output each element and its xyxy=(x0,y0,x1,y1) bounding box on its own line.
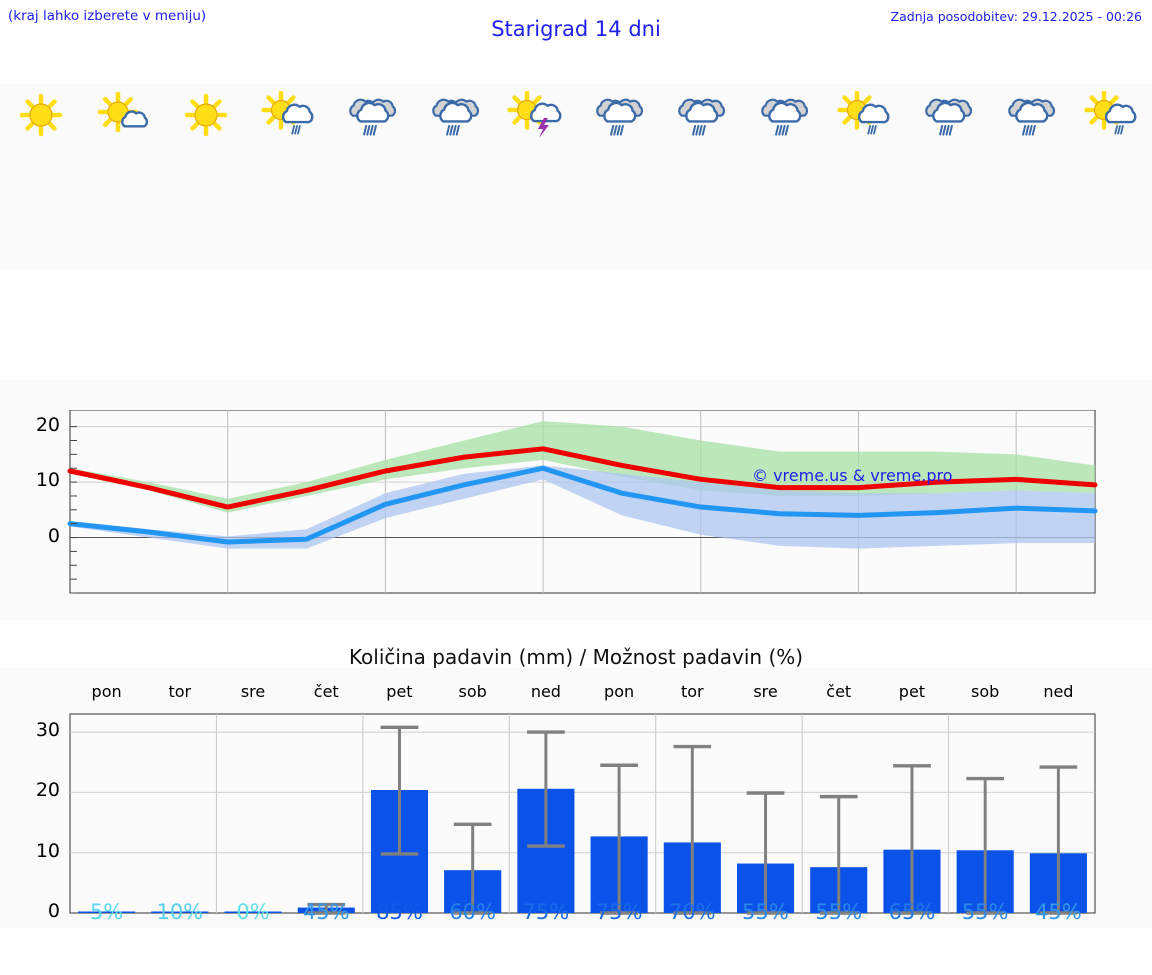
precipitation-probability-label: 75% xyxy=(595,900,643,924)
page-title: Starigrad 14 dni xyxy=(491,17,661,41)
precipitation-bar xyxy=(224,911,282,913)
sunny-icon xyxy=(10,90,72,142)
precipitation-day-label: pet xyxy=(898,682,926,701)
precipitation-probability-label: 55% xyxy=(815,900,863,924)
day-column[interactable] xyxy=(905,84,987,270)
precipitation-day-label: pet xyxy=(386,682,413,701)
rain-icon xyxy=(586,90,648,142)
precipitation-chart: pon tor sre čet pet sob ned pon tor sre čet pet sob n… xyxy=(0,668,1152,928)
temperature-y-tick-label: 10 xyxy=(35,469,60,492)
partly-cloudy-icon xyxy=(92,90,154,142)
rain-icon xyxy=(422,90,484,142)
sun-rain-icon xyxy=(1080,90,1142,142)
temperature-plot xyxy=(67,410,1098,594)
temperature-chart: 0 10 20 xyxy=(0,380,1152,620)
precipitation-day-label: tor xyxy=(680,682,704,701)
precipitation-day-label: ned xyxy=(530,682,561,701)
temperature-y-tick-label: 0 xyxy=(47,524,60,547)
sunny-icon xyxy=(175,90,237,142)
precipitation-plot xyxy=(69,713,1096,915)
temperature-y-tick-label: 20 xyxy=(35,413,60,436)
day-column[interactable] xyxy=(576,84,658,270)
precipitation-y-tick-label: 20 xyxy=(35,779,60,802)
precipitation-day-label: sob xyxy=(458,682,487,701)
precipitation-chart-title: Količina padavin (mm) / Možnost padavin … xyxy=(348,645,804,669)
precipitation-day-label: čet xyxy=(826,682,852,701)
rain-icon xyxy=(915,90,977,142)
precipitation-probability-label: 45% xyxy=(302,900,350,924)
page-header: (kraj lahko izberete v meniju) Starigrad… xyxy=(0,0,1152,58)
precipitation-probability-row: 5% 10% 0% 45% 85% 60% 75% 75% 70% 55% 55% 65% 55% 45% xyxy=(0,900,1152,940)
day-column[interactable] xyxy=(1070,84,1152,270)
precipitation-y-tick-label: 30 xyxy=(35,719,60,742)
precipitation-probability-label: 5% xyxy=(89,900,124,924)
precipitation-probability-label: 0% xyxy=(236,900,270,924)
day-column[interactable] xyxy=(411,84,493,270)
precipitation-day-label: tor xyxy=(168,682,192,701)
menu-hint-text: (kraj lahko izberete v meniju) xyxy=(8,8,207,24)
rain-icon xyxy=(998,90,1060,142)
precipitation-probability-label: 55% xyxy=(742,900,789,924)
day-column[interactable] xyxy=(987,84,1069,270)
precipitation-day-label: sre xyxy=(240,682,266,701)
rain-icon xyxy=(668,90,730,142)
day-column[interactable] xyxy=(165,84,247,270)
daily-forecast-strip xyxy=(0,84,1152,270)
day-column[interactable] xyxy=(329,84,411,270)
day-column[interactable] xyxy=(741,84,823,270)
precipitation-y-tick-label: 10 xyxy=(35,839,60,862)
day-column[interactable] xyxy=(82,84,164,270)
day-column[interactable] xyxy=(658,84,740,270)
precipitation-day-label: sre xyxy=(753,682,778,701)
rain-icon xyxy=(339,90,401,142)
precipitation-probability-label: 55% xyxy=(961,900,1009,924)
precipitation-day-label: pon xyxy=(604,682,635,701)
precipitation-day-label: ned xyxy=(1043,682,1074,701)
precipitation-probability-label: 60% xyxy=(449,900,496,924)
sun-rain-icon xyxy=(833,90,895,142)
sun-thunderstorm-icon xyxy=(504,90,566,142)
precipitation-probability-label: 85% xyxy=(376,900,423,924)
day-column[interactable] xyxy=(823,84,905,270)
day-column[interactable] xyxy=(494,84,576,270)
day-column[interactable] xyxy=(0,84,82,270)
rain-icon xyxy=(751,90,813,142)
precipitation-probability-label: 45% xyxy=(1035,900,1082,924)
precipitation-probability-label: 70% xyxy=(668,900,716,924)
precipitation-bar xyxy=(151,911,209,913)
precipitation-probability-label: 75% xyxy=(522,900,570,924)
sun-rain-icon xyxy=(257,90,319,142)
copyright-text: © vreme.us & vreme.pro xyxy=(752,466,953,485)
precipitation-day-label: čet xyxy=(313,682,339,701)
precipitation-probability-label: 65% xyxy=(888,900,936,924)
last-updated-text: Zadnja posodobitev: 29.12.2025 - 00:26 xyxy=(890,9,1142,24)
precipitation-bar xyxy=(78,911,136,913)
day-column[interactable] xyxy=(247,84,329,270)
precipitation-probability-label: 10% xyxy=(156,900,204,924)
precipitation-day-label: sob xyxy=(971,682,1000,701)
precipitation-y-tick-label: 0 xyxy=(47,900,60,922)
precipitation-day-label: pon xyxy=(91,682,122,701)
